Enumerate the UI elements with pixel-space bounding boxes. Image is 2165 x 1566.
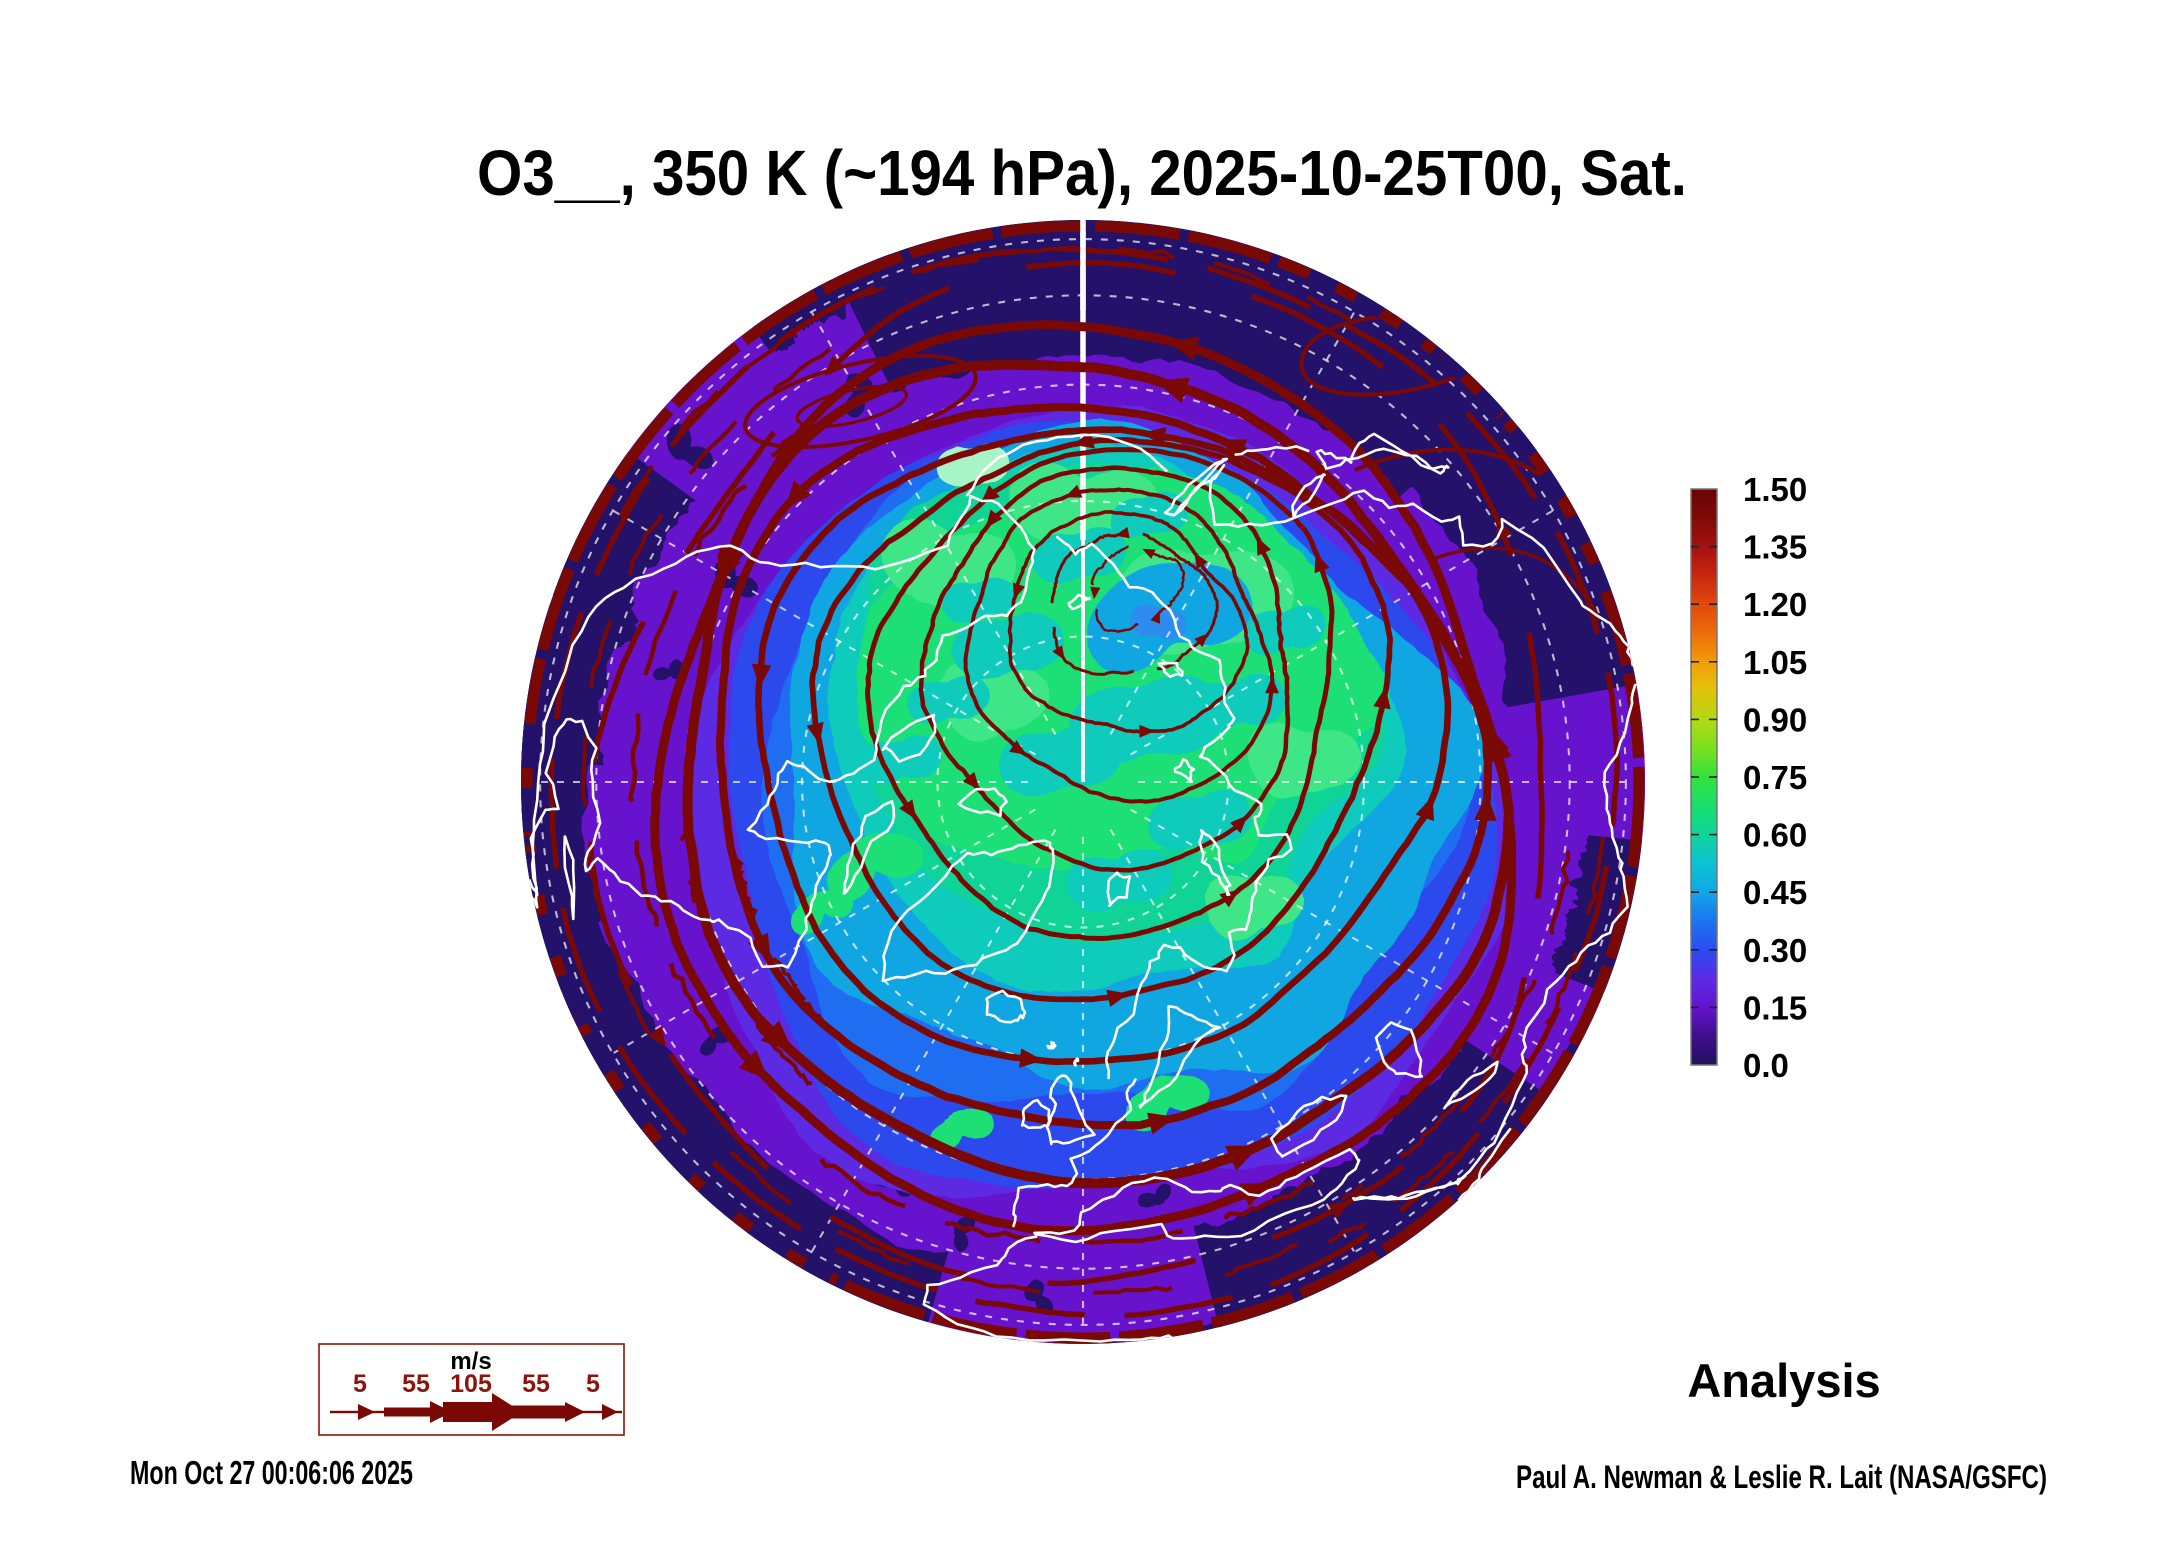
svg-text:1.20: 1.20 bbox=[1743, 586, 1807, 623]
svg-text:0.15: 0.15 bbox=[1743, 989, 1807, 1026]
svg-text:Analysis: Analysis bbox=[1687, 1354, 1880, 1407]
svg-text:55: 55 bbox=[522, 1370, 550, 1398]
svg-text:1.05: 1.05 bbox=[1743, 644, 1807, 681]
svg-text:m/s: m/s bbox=[450, 1348, 491, 1375]
svg-text:Paul A. Newman & Leslie R. Lai: Paul A. Newman & Leslie R. Lait (NASA/GS… bbox=[1516, 1459, 2047, 1495]
svg-text:1.50: 1.50 bbox=[1743, 471, 1807, 508]
svg-text:0.0: 0.0 bbox=[1743, 1047, 1789, 1084]
svg-text:0.60: 0.60 bbox=[1743, 817, 1807, 854]
svg-text:55: 55 bbox=[402, 1370, 430, 1398]
svg-text:0.75: 0.75 bbox=[1743, 759, 1807, 796]
svg-text:0.30: 0.30 bbox=[1743, 932, 1807, 969]
svg-text:Mon Oct 27 00:06:06 2025: Mon Oct 27 00:06:06 2025 bbox=[130, 1454, 413, 1491]
svg-text:5: 5 bbox=[586, 1370, 600, 1398]
svg-text:5: 5 bbox=[353, 1370, 367, 1398]
svg-text:O3__, 350 K (~194 hPa), 2025-1: O3__, 350 K (~194 hPa), 2025-10-25T00, S… bbox=[477, 137, 1687, 209]
svg-text:105: 105 bbox=[450, 1370, 492, 1398]
svg-text:1.35: 1.35 bbox=[1743, 529, 1807, 566]
svg-text:0.90: 0.90 bbox=[1743, 701, 1807, 738]
svg-text:0.45: 0.45 bbox=[1743, 874, 1807, 911]
